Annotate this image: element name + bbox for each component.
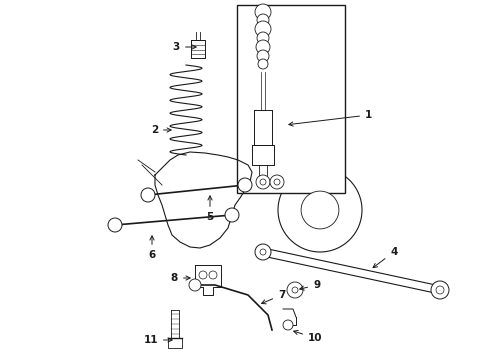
Circle shape	[260, 179, 266, 185]
Circle shape	[199, 271, 207, 279]
Text: 10: 10	[294, 330, 322, 343]
Circle shape	[238, 178, 252, 192]
Text: 3: 3	[173, 42, 196, 52]
Text: 11: 11	[144, 335, 172, 345]
Text: 6: 6	[148, 236, 156, 260]
Circle shape	[260, 249, 266, 255]
Circle shape	[108, 218, 122, 232]
Circle shape	[258, 59, 268, 69]
Text: 8: 8	[171, 273, 190, 283]
Bar	[237, 5, 345, 193]
Circle shape	[283, 320, 293, 330]
Circle shape	[209, 271, 217, 279]
Text: 5: 5	[206, 196, 214, 222]
Circle shape	[257, 32, 269, 44]
Circle shape	[292, 287, 298, 293]
Circle shape	[255, 4, 271, 20]
Text: 9: 9	[300, 280, 320, 290]
Circle shape	[256, 40, 270, 54]
Circle shape	[278, 168, 362, 252]
Text: 1: 1	[289, 110, 372, 126]
Text: 7: 7	[262, 290, 285, 304]
Circle shape	[436, 286, 444, 294]
Text: 2: 2	[151, 125, 171, 135]
Circle shape	[256, 175, 270, 189]
Circle shape	[225, 208, 239, 222]
Circle shape	[255, 21, 271, 37]
Circle shape	[257, 50, 269, 62]
Circle shape	[189, 279, 201, 291]
Circle shape	[270, 175, 284, 189]
Circle shape	[255, 244, 271, 260]
Circle shape	[301, 191, 339, 229]
Circle shape	[287, 282, 303, 298]
Circle shape	[431, 281, 449, 299]
Circle shape	[274, 179, 280, 185]
Text: 4: 4	[373, 247, 397, 268]
Circle shape	[257, 14, 269, 26]
Circle shape	[141, 188, 155, 202]
